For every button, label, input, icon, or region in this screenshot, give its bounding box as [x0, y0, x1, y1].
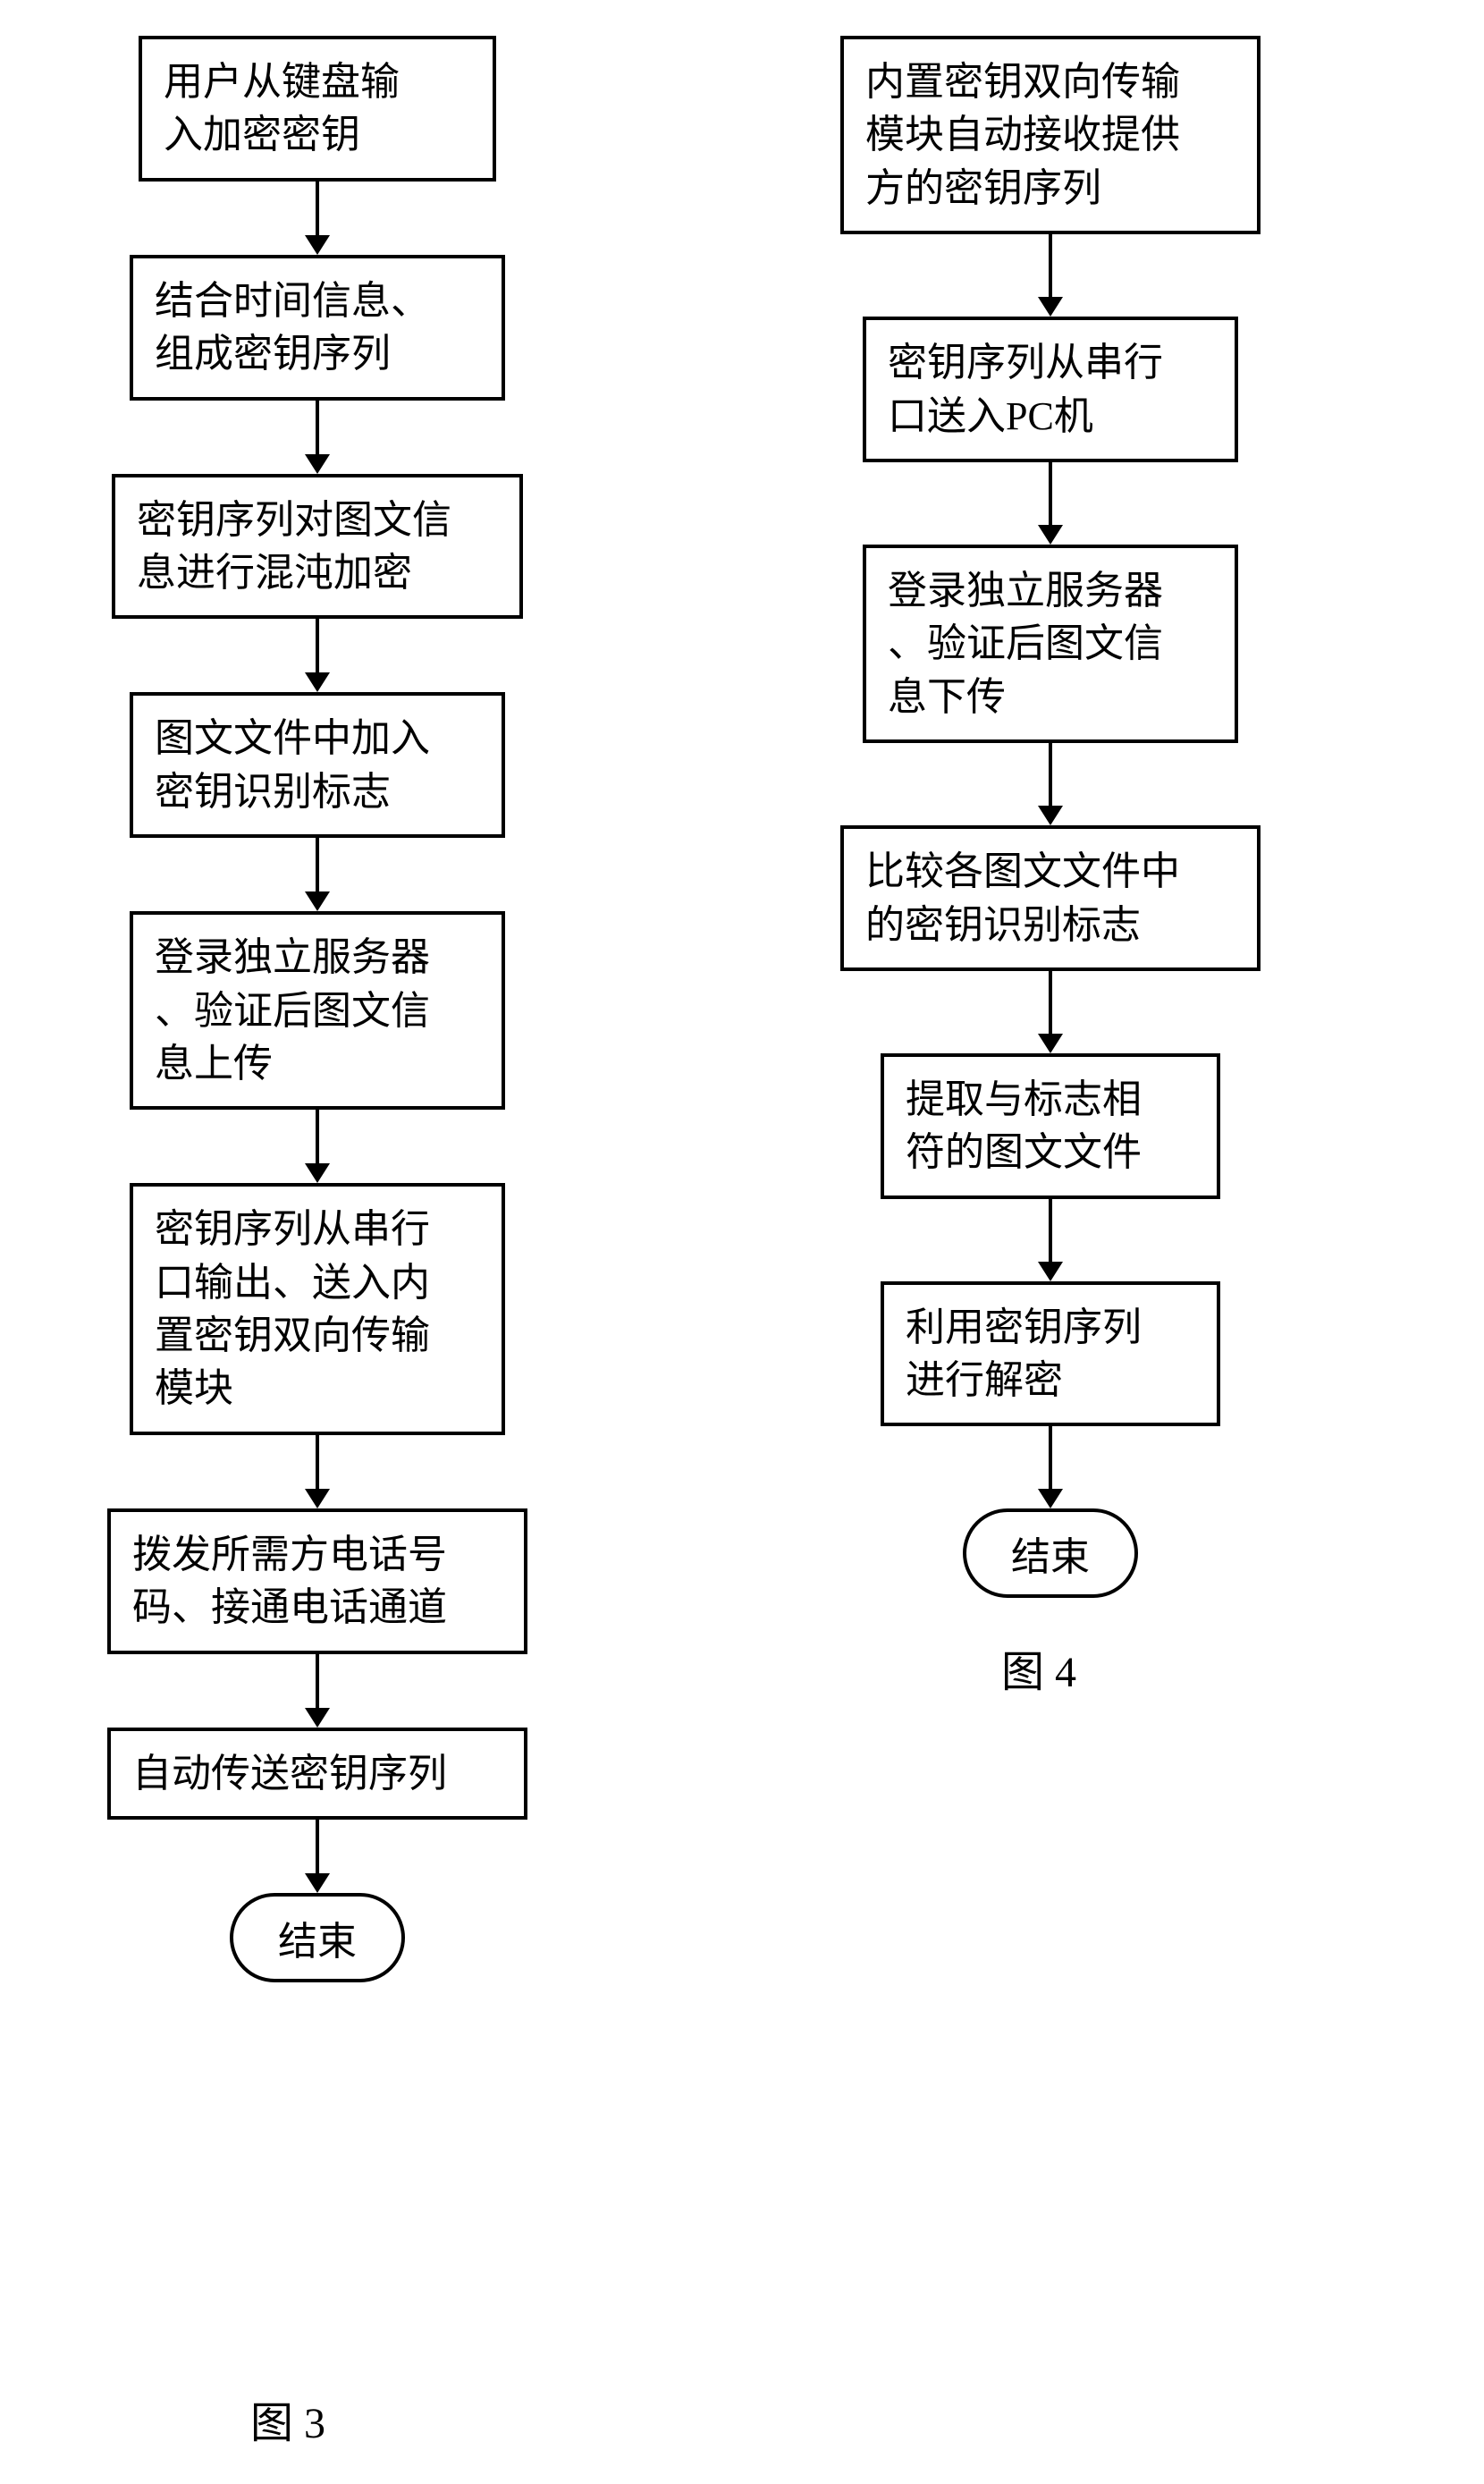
arrow-down	[305, 619, 330, 692]
arrow-line	[316, 619, 319, 672]
arrow-head-icon	[305, 235, 330, 255]
right-step-6: 利用密钥序列进行解密	[881, 1281, 1220, 1427]
arrow-line	[316, 1820, 319, 1873]
right-step-2: 密钥序列从串行口送入PC机	[863, 317, 1238, 462]
box-line: 密钥识别标志	[155, 770, 391, 814]
arrow-down	[305, 1435, 330, 1508]
box-line: 提取与标志相	[906, 1077, 1142, 1121]
arrow-down	[1038, 234, 1063, 317]
arrow-line	[316, 1110, 319, 1163]
arrow-line	[1049, 1426, 1052, 1489]
box-line: 置密钥双向传输	[155, 1314, 430, 1357]
arrow-down	[1038, 743, 1063, 825]
arrow-head-icon	[305, 1489, 330, 1508]
arrow-down	[305, 838, 330, 911]
arrow-down	[305, 401, 330, 474]
figure-label-3: 图 3	[250, 2387, 325, 2450]
box-line: 利用密钥序列	[906, 1305, 1142, 1349]
box-line: 模块自动接收提供	[865, 113, 1180, 156]
arrow-line	[1049, 234, 1052, 297]
box-line: 自动传送密钥序列	[132, 1752, 447, 1795]
arrow-head-icon	[1038, 806, 1063, 825]
box-line: 用户从键盘输	[164, 60, 400, 104]
box-line: 口输出、送入内	[155, 1261, 430, 1305]
box-line: 的密钥识别标志	[865, 903, 1141, 947]
arrow-line	[316, 401, 319, 454]
arrow-head-icon	[1038, 525, 1063, 545]
arrow-down	[1038, 1199, 1063, 1281]
box-line: 结合时间信息、	[155, 279, 430, 323]
box-line: 比较各图文文件中	[865, 849, 1180, 893]
box-line: 息进行混沌加密	[137, 551, 412, 595]
box-line: 图文文件中加入	[155, 716, 430, 760]
arrow-head-icon	[305, 672, 330, 692]
arrow-line	[316, 838, 319, 891]
box-line: 组成密钥序列	[155, 332, 391, 376]
flowchart-right: 内置密钥双向传输模块自动接收提供方的密钥序列密钥序列从串行口送入PC机登录独立服…	[840, 36, 1261, 1598]
box-line: 息下传	[888, 675, 1006, 719]
arrow-head-icon	[305, 1708, 330, 1728]
arrow-down	[305, 1820, 330, 1893]
box-line: 方的密钥序列	[865, 166, 1101, 210]
box-line: 、验证后图文信	[888, 621, 1163, 665]
arrow-down	[305, 1654, 330, 1728]
arrow-line	[1049, 743, 1052, 806]
right-step-1: 内置密钥双向传输模块自动接收提供方的密钥序列	[840, 36, 1261, 234]
terminator-end: 结束	[230, 1893, 405, 1982]
box-line: 密钥序列从串行	[155, 1207, 430, 1251]
arrow-down	[1038, 971, 1063, 1053]
flowchart-left: 用户从键盘输入加密密钥结合时间信息、组成密钥序列密钥序列对图文信息进行混沌加密图…	[107, 36, 527, 1982]
arrow-down	[305, 1110, 330, 1183]
arrow-line	[1049, 971, 1052, 1034]
arrow-head-icon	[1038, 1262, 1063, 1281]
box-line: 模块	[155, 1366, 233, 1410]
left-step-3: 密钥序列对图文信息进行混沌加密	[112, 474, 523, 620]
terminator-end: 结束	[963, 1508, 1138, 1598]
left-step-2: 结合时间信息、组成密钥序列	[130, 255, 505, 401]
box-line: 登录独立服务器	[155, 935, 430, 979]
box-line: 入加密密钥	[164, 113, 360, 156]
box-line: 密钥序列对图文信	[137, 498, 451, 542]
arrow-head-icon	[305, 891, 330, 911]
left-step-1: 用户从键盘输入加密密钥	[139, 36, 496, 182]
arrow-head-icon	[305, 1163, 330, 1183]
arrow-head-icon	[305, 454, 330, 474]
arrow-head-icon	[1038, 1034, 1063, 1053]
left-step-8: 自动传送密钥序列	[107, 1728, 527, 1820]
arrow-line	[316, 182, 319, 235]
box-line: 内置密钥双向传输	[865, 60, 1180, 104]
arrow-line	[316, 1435, 319, 1489]
box-line: 息上传	[155, 1042, 273, 1086]
arrow-head-icon	[305, 1873, 330, 1893]
left-step-5: 登录独立服务器、验证后图文信息上传	[130, 911, 505, 1110]
box-line: 密钥序列从串行	[888, 341, 1163, 384]
arrow-down	[1038, 462, 1063, 545]
box-line: 进行解密	[906, 1358, 1063, 1402]
right-step-5: 提取与标志相符的图文文件	[881, 1053, 1220, 1199]
figure-label-4: 图 4	[1001, 1636, 1076, 1699]
left-step-4: 图文文件中加入密钥识别标志	[130, 692, 505, 838]
box-line: 拨发所需方电话号	[132, 1533, 447, 1576]
box-line: 、验证后图文信	[155, 989, 430, 1033]
arrow-head-icon	[1038, 1489, 1063, 1508]
arrow-line	[1049, 1199, 1052, 1262]
arrow-down	[305, 182, 330, 255]
right-step-4: 比较各图文文件中的密钥识别标志	[840, 825, 1261, 971]
arrow-head-icon	[1038, 297, 1063, 317]
left-step-6: 密钥序列从串行口输出、送入内置密钥双向传输模块	[130, 1183, 505, 1435]
box-line: 登录独立服务器	[888, 569, 1163, 613]
arrow-down	[1038, 1426, 1063, 1508]
right-step-3: 登录独立服务器、验证后图文信息下传	[863, 545, 1238, 743]
box-line: 符的图文文件	[906, 1130, 1142, 1174]
box-line: 口送入PC机	[888, 394, 1093, 438]
arrow-line	[316, 1654, 319, 1708]
left-step-7: 拨发所需方电话号码、接通电话通道	[107, 1508, 527, 1654]
box-line: 码、接通电话通道	[132, 1585, 447, 1629]
arrow-line	[1049, 462, 1052, 525]
